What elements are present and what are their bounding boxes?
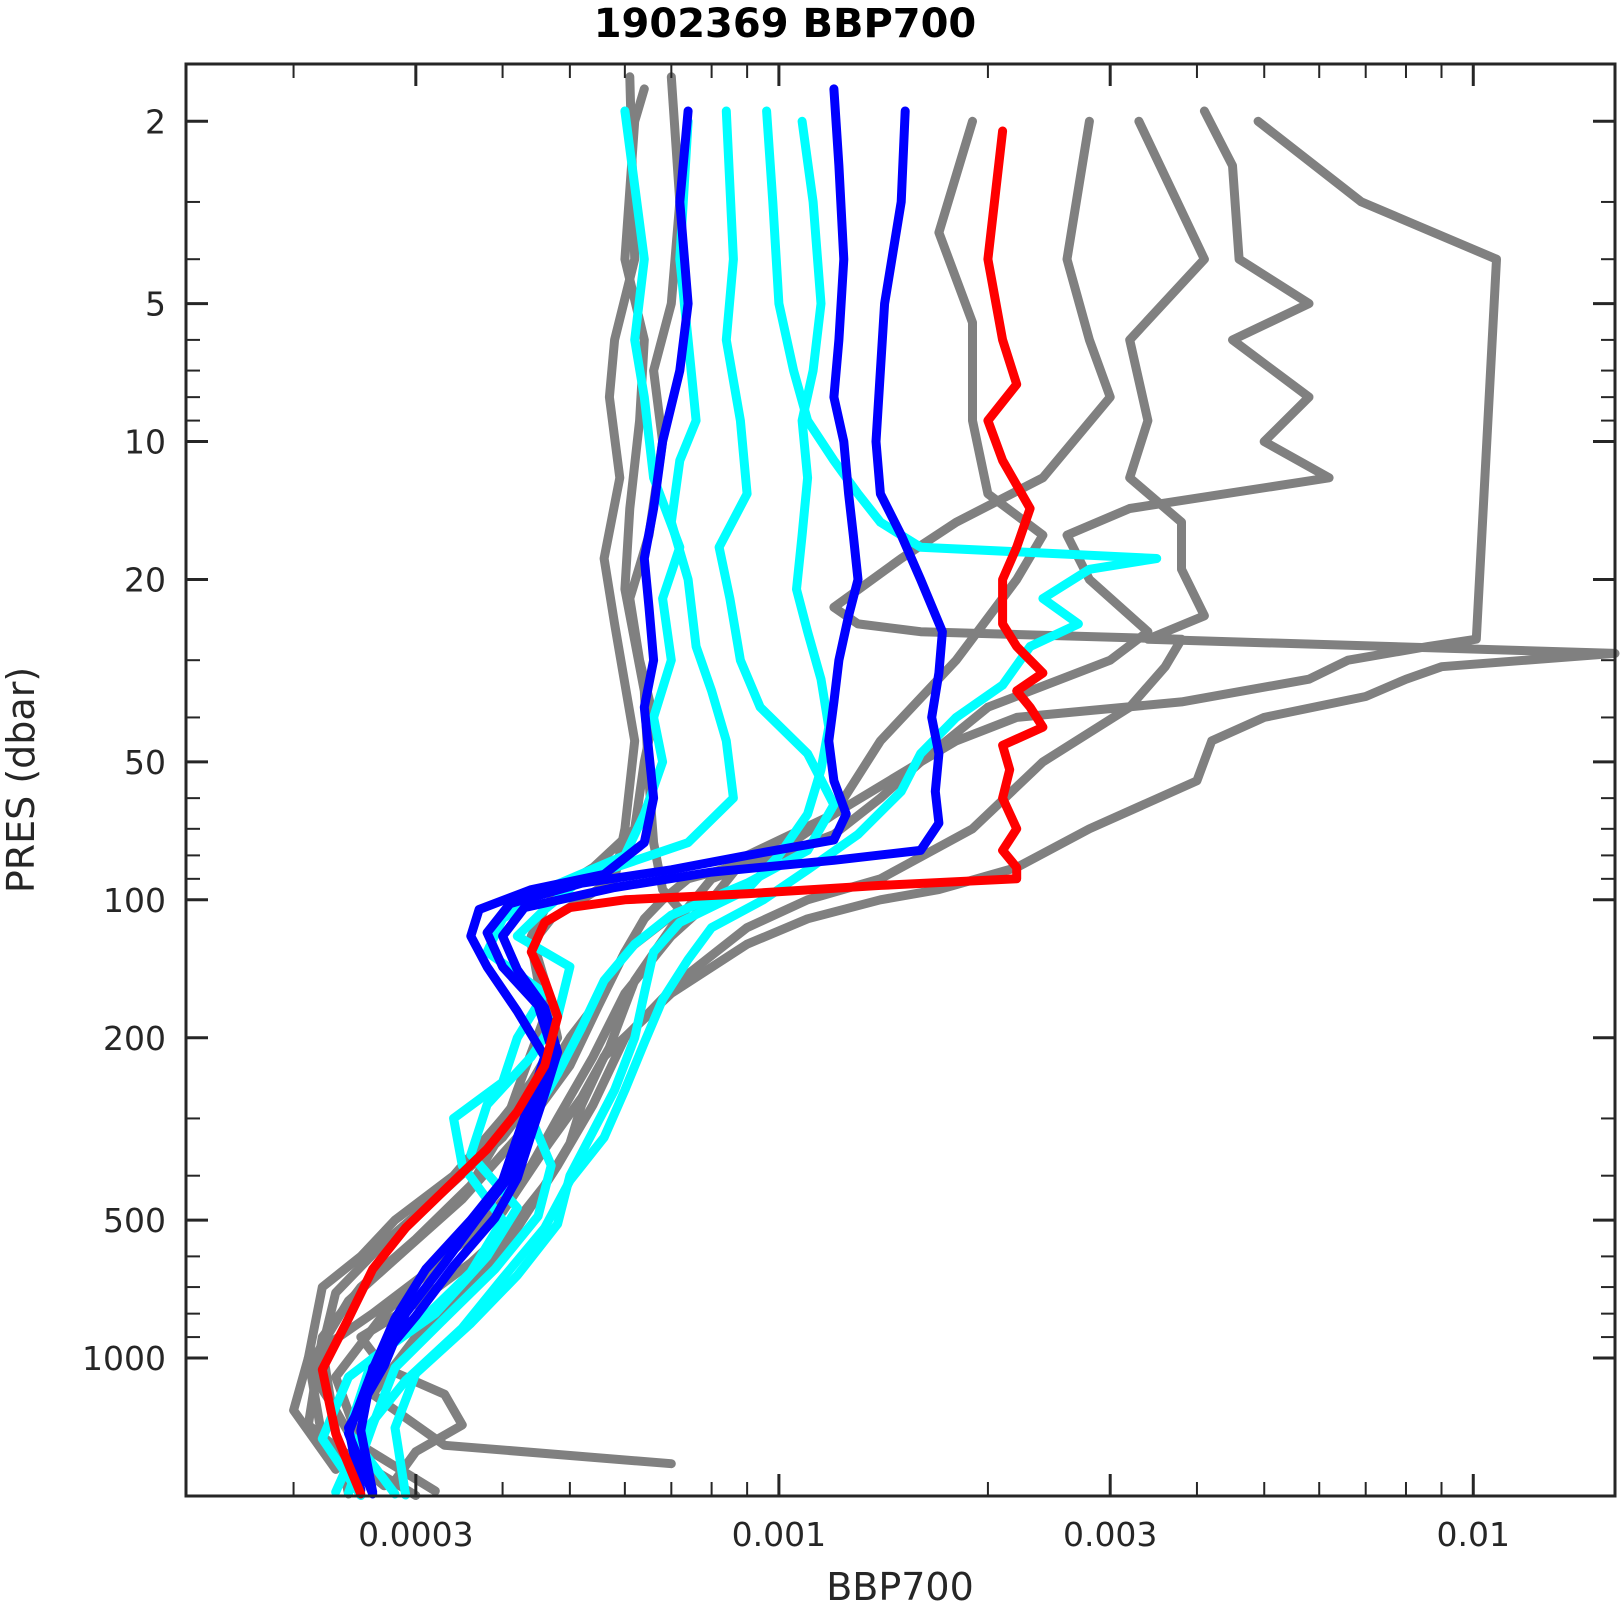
x-axis-label: BBP700 [826,1565,974,1609]
y-axis-label: PRES (dbar) [0,667,43,893]
chart-title: 1902369 BBP700 [594,1,977,47]
series-layer [289,72,1620,1500]
plot-frame [184,62,1617,1498]
y-tick-label: 100 [103,881,166,920]
x-tick-label: 0.001 [732,1515,826,1554]
profile-line-latest-17 [317,126,1048,1499]
profile-line-previous-15 [344,84,863,1495]
y-tick-label: 5 [145,285,166,324]
profile-line-recent-11 [344,106,839,1498]
profile-line-other-5 [368,116,1186,1469]
profile-line-recent-10 [344,116,738,1499]
y-tick-label: 20 [124,561,166,600]
y-tick-label: 200 [103,1019,166,1058]
x-tick-label: 0.003 [1063,1515,1157,1554]
x-tick-label: 0.0003 [358,1515,473,1554]
profile-line-recent-12 [390,116,834,1500]
y-tick-label: 1000 [82,1339,166,1378]
y-tick-label: 10 [124,423,166,462]
y-tick-label: 50 [124,743,166,782]
tick-layer: 0.0003 0.001 0.003 0.01 2 5 10 20 50 100 200 500 100… [82,64,1615,1554]
profile-line-other-6 [356,116,1620,1485]
y-tick-label: 2 [145,102,166,141]
profile-line-previous-14 [344,106,693,1499]
x-tick-label: 0.01 [1437,1515,1510,1554]
y-tick-label: 500 [103,1201,166,1240]
profile-line-previous-16 [356,106,947,1497]
